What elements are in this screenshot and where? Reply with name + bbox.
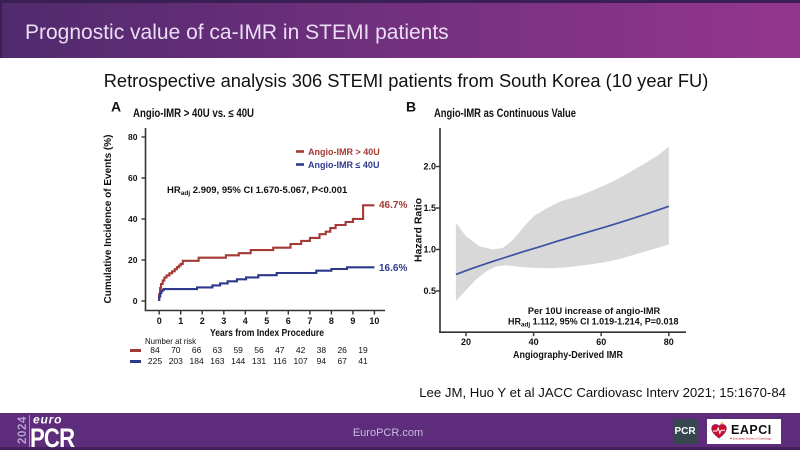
svg-text:56: 56	[254, 345, 264, 355]
svg-text:5: 5	[264, 316, 269, 326]
svg-text:59: 59	[233, 345, 243, 355]
svg-text:131: 131	[252, 356, 266, 366]
svg-text:63: 63	[213, 345, 223, 355]
svg-text:3: 3	[221, 316, 226, 326]
svg-text:20: 20	[128, 255, 138, 265]
svg-text:70: 70	[171, 345, 181, 355]
svg-text:47: 47	[275, 345, 285, 355]
svg-text:107: 107	[294, 356, 308, 366]
svg-text:80: 80	[664, 337, 674, 347]
svg-text:0: 0	[133, 296, 138, 306]
svg-text:163: 163	[210, 356, 224, 366]
svg-text:Cumulative Incidence of Events: Cumulative Incidence of Events (%)	[103, 135, 114, 304]
svg-text:42: 42	[296, 345, 306, 355]
svg-text:184: 184	[190, 356, 204, 366]
svg-text:PCR: PCR	[30, 424, 75, 450]
svg-text:Angiography-Derived IMR: Angiography-Derived IMR	[513, 349, 623, 361]
svg-text:Hazard Ratio: Hazard Ratio	[413, 198, 425, 262]
svg-text:60: 60	[596, 337, 606, 347]
svg-text:26: 26	[337, 345, 347, 355]
svg-text:8: 8	[329, 316, 334, 326]
svg-text:144: 144	[231, 356, 245, 366]
svg-text:HRadj 2.909, 95% CI 1.670-5.06: HRadj 2.909, 95% CI 1.670-5.067, P<0.001	[167, 185, 348, 197]
svg-text:Years from Index Procedure: Years from Index Procedure	[210, 327, 324, 339]
svg-text:Angio-IMR > 40U: Angio-IMR > 40U	[308, 147, 380, 157]
svg-text:0.5: 0.5	[423, 286, 436, 296]
svg-text:6: 6	[286, 316, 291, 326]
svg-text:Angio-IMR ≤ 40U: Angio-IMR ≤ 40U	[308, 160, 379, 170]
svg-text:euro: euro	[33, 413, 62, 427]
svg-text:1.0: 1.0	[423, 245, 436, 255]
svg-text:67: 67	[337, 356, 347, 366]
svg-text:40: 40	[128, 214, 138, 224]
svg-text:84: 84	[150, 345, 160, 355]
svg-text:HRadj 1.112, 95% CI 1.019-1.21: HRadj 1.112, 95% CI 1.019-1.214, P=0.018	[508, 317, 678, 329]
svg-text:B: B	[406, 99, 416, 115]
svg-text:2: 2	[200, 316, 205, 326]
svg-text:94: 94	[317, 356, 327, 366]
svg-text:203: 203	[169, 356, 183, 366]
svg-text:60: 60	[128, 173, 138, 183]
svg-text:Per 10U increase of angio-IMR: Per 10U increase of angio-IMR	[528, 306, 661, 316]
svg-text:40: 40	[529, 337, 539, 347]
svg-text:16.6%: 16.6%	[379, 263, 407, 274]
svg-text:Number at risk: Number at risk	[145, 336, 197, 346]
svg-text:Angio-IMR > 40U vs. ≤ 40U: Angio-IMR > 40U vs. ≤ 40U	[133, 108, 254, 120]
svg-text:66: 66	[192, 345, 202, 355]
svg-text:1: 1	[178, 316, 183, 326]
svg-text:10: 10	[369, 316, 379, 326]
svg-text:19: 19	[358, 345, 368, 355]
svg-text:41: 41	[358, 356, 368, 366]
svg-text:225: 225	[148, 356, 162, 366]
svg-text:9: 9	[350, 316, 355, 326]
svg-text:116: 116	[273, 356, 287, 366]
svg-text:4: 4	[243, 316, 248, 326]
svg-text:Angio-IMR as Continuous Value: Angio-IMR as Continuous Value	[434, 108, 576, 120]
svg-text:20: 20	[461, 337, 471, 347]
svg-text:A: A	[111, 99, 121, 115]
svg-text:1.5: 1.5	[423, 203, 436, 213]
svg-text:38: 38	[317, 345, 327, 355]
svg-text:7: 7	[307, 316, 312, 326]
svg-text:46.7%: 46.7%	[379, 200, 407, 211]
svg-text:80: 80	[128, 132, 138, 142]
svg-text:2.0: 2.0	[423, 162, 436, 172]
svg-text:2024: 2024	[17, 416, 29, 444]
svg-text:0: 0	[157, 316, 162, 326]
